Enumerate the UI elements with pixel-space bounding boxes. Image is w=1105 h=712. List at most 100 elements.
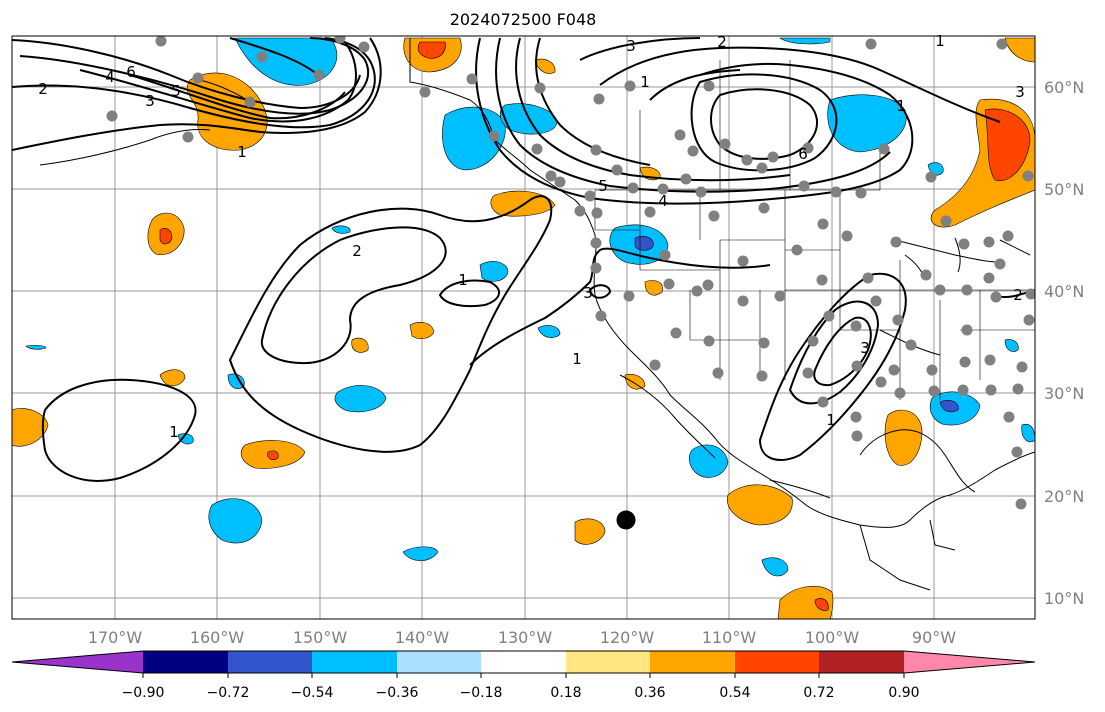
contour-label: 3 <box>145 92 155 110</box>
colorbar-tick-label: 0.54 <box>719 685 750 701</box>
contour-label: 1 <box>640 73 650 91</box>
lat-tick-label: 30°N <box>1044 384 1084 403</box>
colorbar-tick-label: −0.72 <box>207 685 250 701</box>
shade-red <box>814 598 829 611</box>
contour-label: 3 <box>583 284 593 302</box>
shade-orange <box>490 190 556 217</box>
lon-tick-label: 140°W <box>395 628 450 647</box>
shade-red <box>417 41 446 59</box>
lat-tick-label: 60°N <box>1044 78 1084 97</box>
contour-label: 5 <box>171 82 181 100</box>
shade-cyan <box>779 37 831 45</box>
contour-label: 2 <box>38 80 48 98</box>
lon-tick-label: 90°W <box>912 628 956 647</box>
shade-orange <box>351 337 369 353</box>
contour-label: 3 <box>1015 83 1025 101</box>
colorbar-segment <box>650 651 735 673</box>
contour-label: 2 <box>717 33 727 51</box>
contour-label: 5 <box>598 177 608 195</box>
colorbar-tick-label: 0.72 <box>803 685 834 701</box>
colorbar-tick-label: 0.36 <box>634 685 665 701</box>
shade-cyan <box>537 325 561 338</box>
map-title: 2024072500 F048 <box>449 10 597 29</box>
lat-tick-labels: 60°N 50°N 40°N 30°N 20°N 10°N <box>1044 78 1084 608</box>
contour-label: 2 <box>352 242 362 260</box>
shade-cyan <box>1004 339 1019 352</box>
shade-cyan <box>402 546 439 561</box>
lat-tick-label: 10°N <box>1044 589 1084 608</box>
lon-tick-label: 120°W <box>600 628 655 647</box>
shade-orange <box>644 280 663 296</box>
colorbar-tick-label: 0.18 <box>550 685 581 701</box>
shade-cyan <box>208 498 263 544</box>
shade-cyan <box>479 261 509 282</box>
shade-blue <box>634 236 654 251</box>
contour-label: 6 <box>126 63 136 81</box>
colorbar-segment <box>228 651 312 673</box>
shade-orange <box>884 409 923 466</box>
contour-label: 1 <box>935 32 945 50</box>
colorbar-segment <box>143 651 228 673</box>
contour-label: 2 <box>1013 286 1023 304</box>
contour-label: 4 <box>105 68 115 86</box>
shade-orange <box>574 518 606 545</box>
contour-label: 3 <box>626 37 636 55</box>
colorbar-segment <box>735 651 819 673</box>
contour-label: 1 <box>572 350 582 368</box>
shade-cyan <box>1021 423 1035 443</box>
lon-tick-label: 170°W <box>88 628 143 647</box>
contour-label: 4 <box>658 192 668 210</box>
station-dots <box>106 36 1035 510</box>
shade-cyan <box>761 557 789 577</box>
colorbar-segment <box>312 651 397 673</box>
shade-orange <box>624 373 646 390</box>
contour-label: 3 <box>860 339 870 357</box>
shade-red <box>984 108 1031 182</box>
shade-orange <box>727 484 793 526</box>
colorbar-segment <box>566 651 650 673</box>
shade-cyan <box>331 225 351 234</box>
marker-black-dot <box>616 510 636 530</box>
lat-tick-label: 20°N <box>1044 487 1084 506</box>
lon-tick-label: 110°W <box>702 628 757 647</box>
colorbar-labels: −0.90 −0.72 −0.54 −0.36 −0.18 0.18 0.36 … <box>122 685 920 701</box>
shade-cyan <box>689 444 729 478</box>
lon-tick-label: 160°W <box>190 628 245 647</box>
shade-cyan <box>25 345 47 350</box>
colorbar-segment <box>397 651 481 673</box>
colorbar-tick-label: −0.90 <box>122 685 165 701</box>
contour-label: 1 <box>458 271 468 289</box>
shade-blue <box>939 400 959 413</box>
lon-tick-label: 100°W <box>805 628 860 647</box>
colorbar-extend-high <box>904 651 1035 673</box>
colorbar-tick-label: −0.54 <box>291 685 334 701</box>
colorbar-segment <box>819 651 904 673</box>
contour-label: 1 <box>896 97 906 115</box>
lon-tick-labels: 170°W 160°W 150°W 140°W 130°W 120°W 110°… <box>88 628 956 647</box>
shade-orange <box>534 58 556 74</box>
map-frame <box>11 35 1036 620</box>
contours <box>12 37 1035 482</box>
colorbar-extend-low <box>12 651 143 673</box>
shade-orange <box>409 322 435 339</box>
coastlines <box>39 38 1035 591</box>
shade-orange <box>159 369 186 387</box>
shade-red <box>159 228 173 245</box>
shade-cyan <box>334 385 387 413</box>
colorbar-tick-label: −0.18 <box>460 685 503 701</box>
contour-label: 1 <box>237 143 247 161</box>
shade-orange <box>12 408 49 447</box>
lat-tick-label: 40°N <box>1044 282 1084 301</box>
shade-cyan <box>234 37 338 86</box>
lat-tick-label: 50°N <box>1044 180 1084 199</box>
contour-labels: 2 6 4 3 5 1 3 2 1 5 6 4 2 1 1 3 1 1 3 1 … <box>38 32 1025 441</box>
contour-label: 1 <box>826 411 836 429</box>
gridlines <box>12 36 1035 619</box>
colorbar-tick-label: −0.36 <box>376 685 419 701</box>
lon-tick-label: 130°W <box>498 628 553 647</box>
colorbar-segment <box>481 651 566 673</box>
colorbar <box>11 650 1036 678</box>
shade-cyan <box>442 106 506 171</box>
contour-label: 1 <box>169 423 179 441</box>
